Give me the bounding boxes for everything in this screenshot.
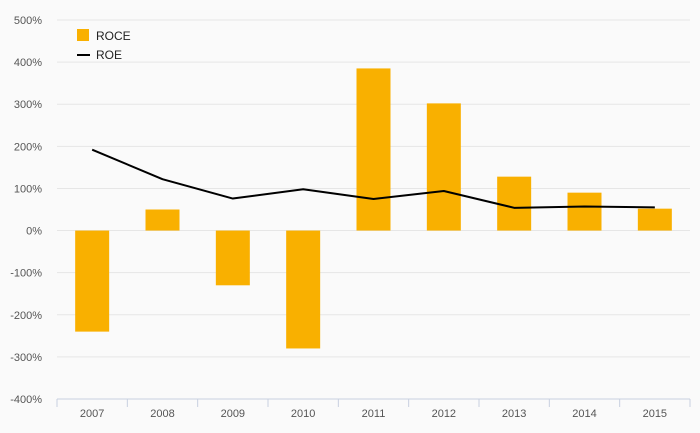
line-roe [91, 148, 655, 209]
y-tick-label: 100% [14, 183, 42, 195]
x-tick-label: 2011 [362, 408, 386, 420]
x-tick-label: 2008 [150, 408, 174, 420]
y-tick-label: -300% [10, 352, 42, 364]
bar-roce-2015 [637, 208, 672, 231]
x-axis-tick-labels: 2007 2008 2009 2010 2011 2012 2013 2014 2015 [80, 408, 667, 420]
legend: ROCE ROE [77, 29, 131, 62]
roe-line [91, 148, 655, 209]
x-tick-label: 2015 [643, 408, 667, 420]
x-tick-label: 2012 [432, 408, 456, 420]
y-tick-label: -400% [10, 394, 42, 406]
bar-roce-2009 [215, 230, 250, 286]
x-tick-label: 2007 [80, 408, 104, 420]
x-tick-label: 2009 [221, 408, 245, 420]
bar-roce-2010 [286, 230, 321, 349]
bar-roce-2013 [497, 176, 532, 231]
x-tick-label: 2013 [502, 408, 526, 420]
bar-roce-2008 [145, 209, 180, 231]
y-tick-label: -100% [10, 268, 42, 280]
x-tick-label: 2014 [572, 408, 596, 420]
y-tick-label: 400% [14, 57, 42, 69]
y-tick-label: 300% [14, 99, 42, 111]
bar-roce-2014 [567, 192, 602, 231]
legend-swatch-roce [77, 29, 89, 41]
roce-bars [75, 68, 672, 349]
legend-label-roce: ROCE [96, 29, 131, 43]
x-tick-label: 2010 [291, 408, 315, 420]
y-tick-label: 200% [14, 141, 42, 153]
bar-roce-2007 [75, 230, 110, 332]
y-axis-tick-labels: 500% 400% 300% 200% 100% 0% -100% -200% -300% -40… [10, 15, 42, 406]
y-tick-label: 0% [26, 226, 42, 238]
bar-roce-2012 [426, 103, 461, 231]
x-axis [56, 398, 691, 407]
y-tick-label: -200% [10, 310, 42, 322]
bar-roce-2011 [356, 68, 391, 231]
legend-label-roe: ROE [96, 48, 122, 62]
y-tick-label: 500% [14, 15, 42, 27]
